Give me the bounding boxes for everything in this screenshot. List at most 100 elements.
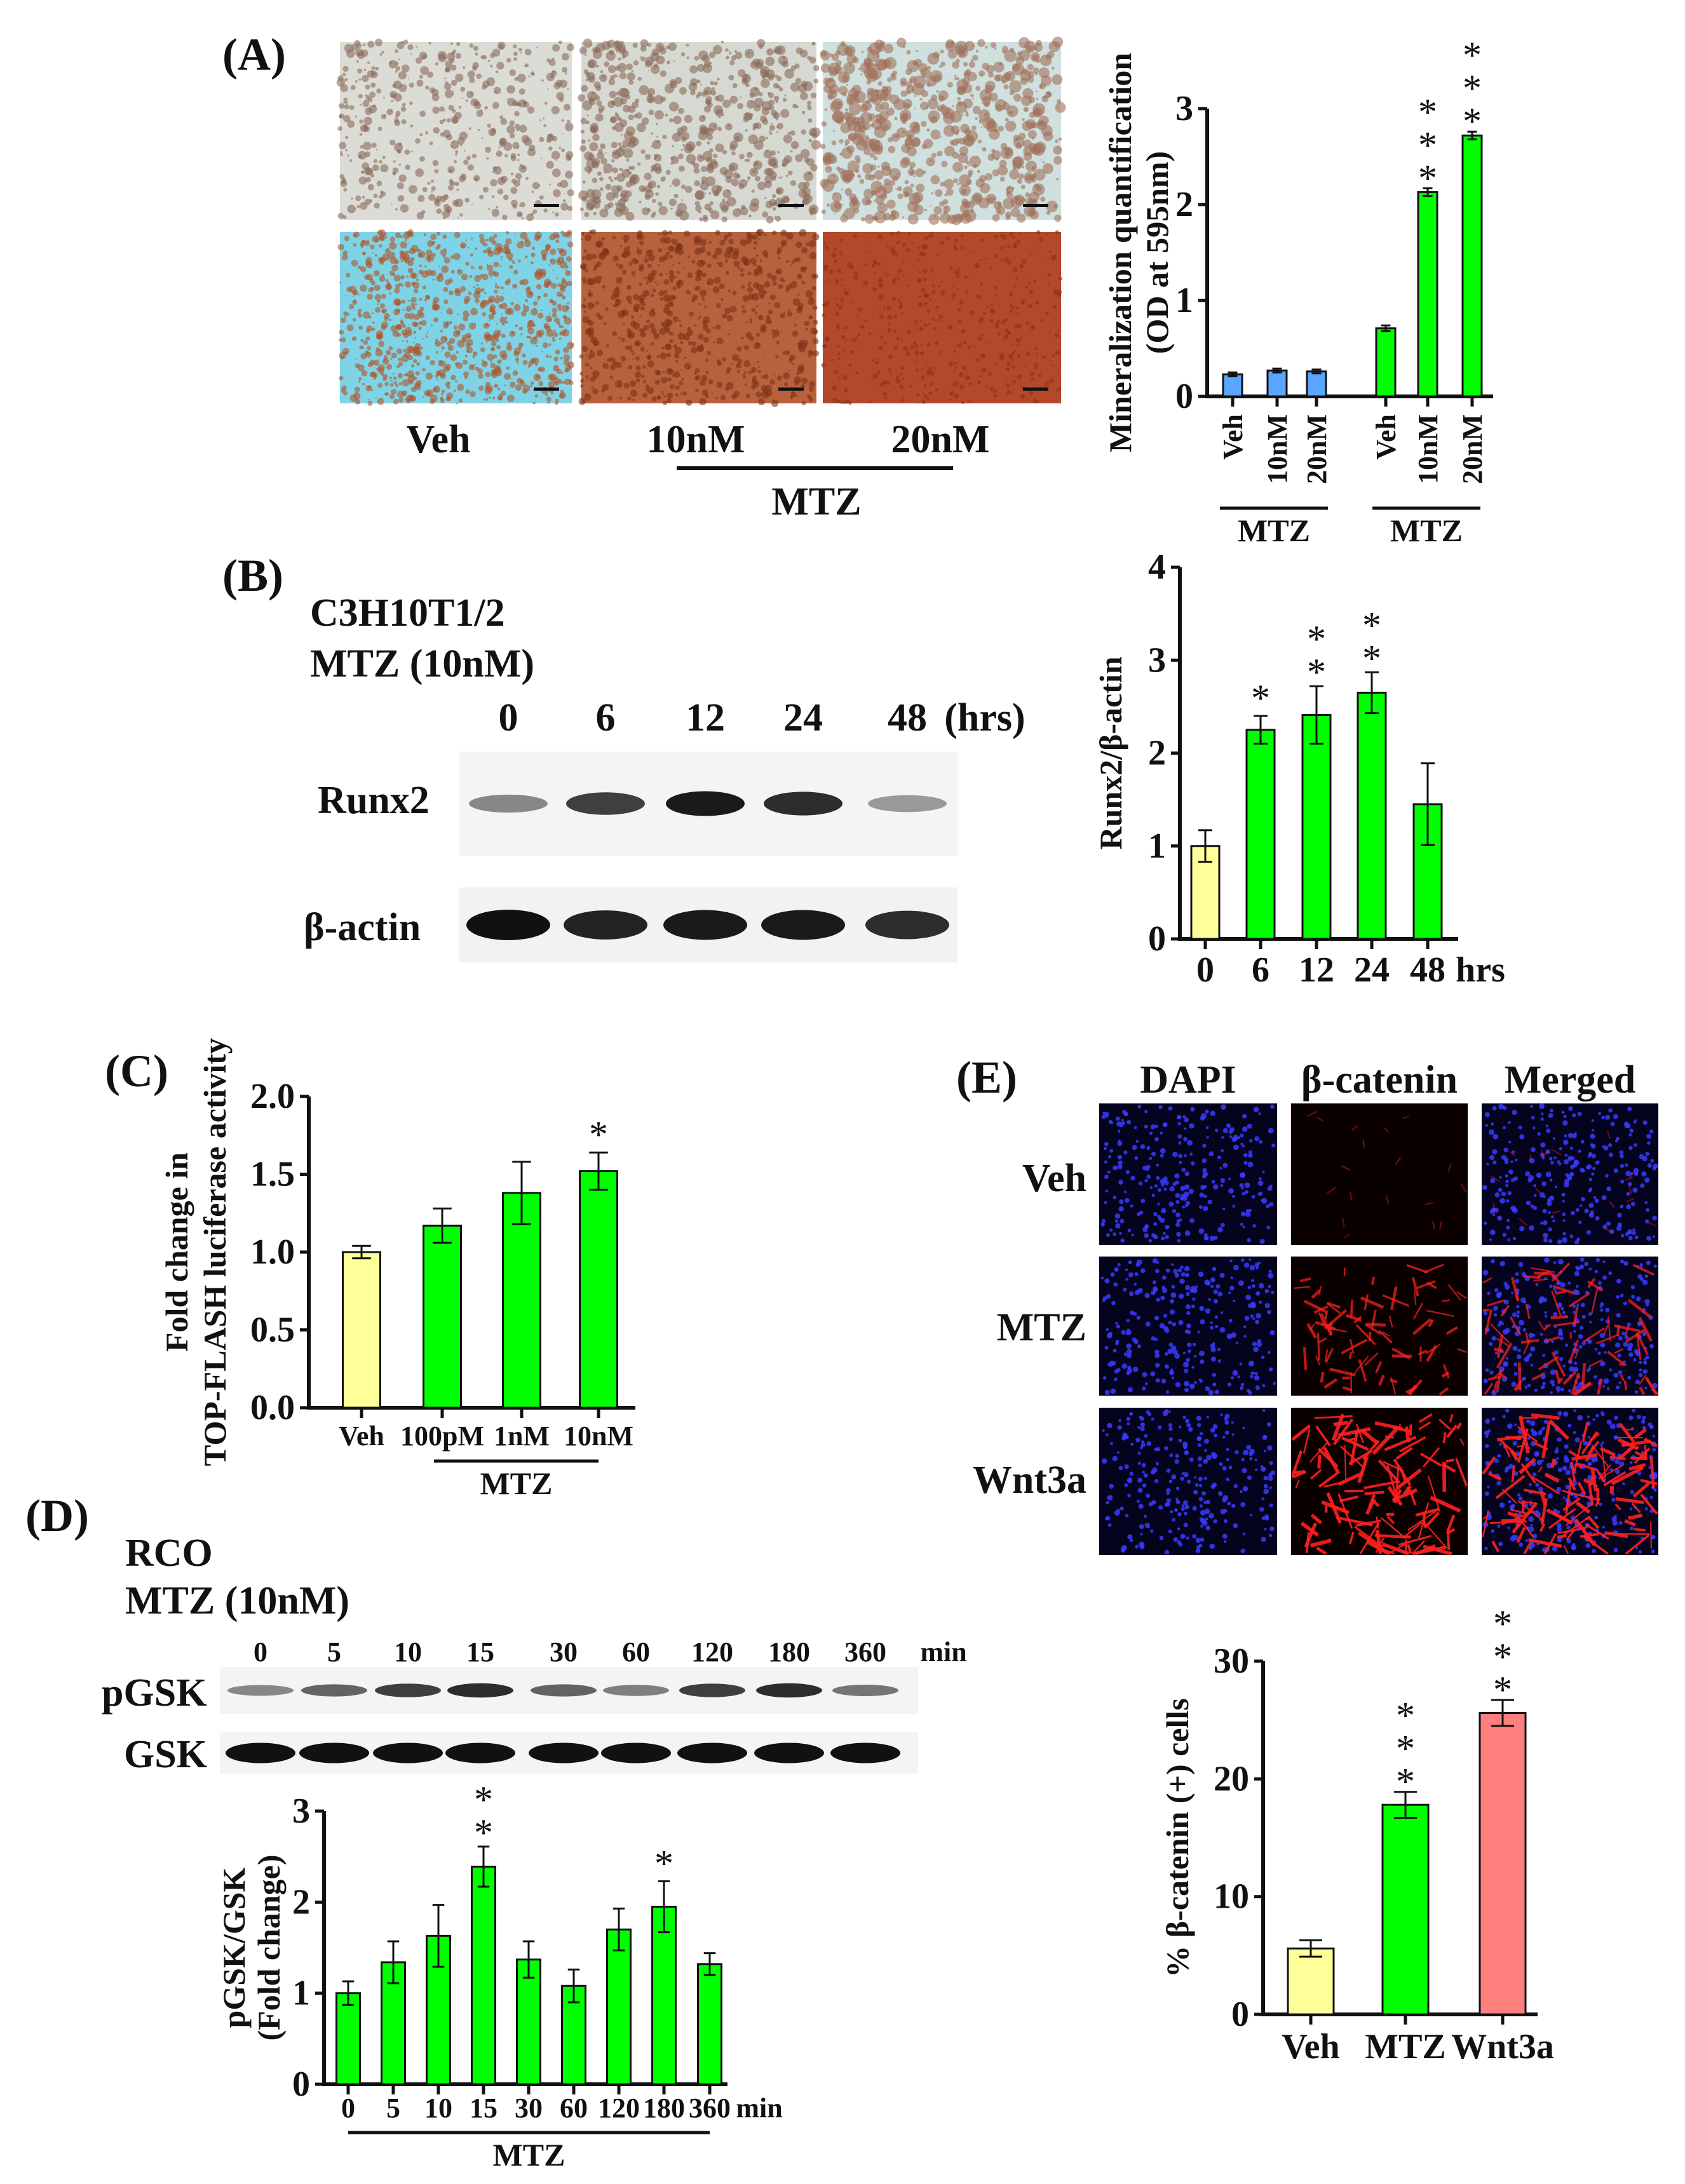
significance-marker: * [643, 1842, 685, 1875]
error-bar [1491, 1699, 1514, 1727]
bar-120 [606, 1928, 632, 2086]
y-tick-label: 10 [1214, 1877, 1249, 1917]
pgsk-band [603, 1685, 669, 1696]
row-label-veh: Veh [1022, 1157, 1086, 1200]
treatment-label-b: MTZ (10nM) [310, 642, 534, 685]
pgsk-band [375, 1683, 441, 1697]
y-tick-label: 1 [1148, 826, 1166, 866]
bar-veh [342, 1251, 381, 1409]
significance-marker: *** [1384, 1695, 1426, 1794]
significance-marker: ** [1351, 604, 1393, 670]
gsk-band [373, 1742, 443, 1763]
y-tick-label: 2.0 [250, 1077, 295, 1116]
significance-marker: *** [1407, 91, 1449, 190]
bar-veh [1287, 1947, 1335, 2016]
y-tick-label: 0 [1175, 377, 1193, 416]
lane-label: 360 [844, 1636, 886, 1668]
y-axis-label: Runx2/β-actin [1093, 656, 1128, 849]
x-tick-label: 10nM [1262, 414, 1293, 484]
error-bar [1309, 685, 1323, 745]
y-tick-label: 0.0 [250, 1388, 295, 1427]
error-bar [1198, 829, 1212, 863]
error-bar [522, 1940, 535, 1979]
y-tick-label: 3 [1175, 89, 1193, 128]
y-tick-label: 2 [292, 1882, 310, 1922]
bar-10nm [1266, 369, 1288, 398]
error-bar [567, 1968, 580, 2004]
y-tick-label: 2 [1175, 185, 1193, 224]
error-bar [1421, 762, 1435, 846]
group-label: MTZ [493, 2137, 565, 2173]
bar-12 [1301, 714, 1332, 940]
x-tick-label: 6 [1252, 950, 1269, 990]
y-axis-label: Mineralization quantification [1102, 53, 1138, 452]
bar-10nm [579, 1170, 618, 1409]
x-tick-label: Veh [1282, 2027, 1339, 2066]
y-tick-label: 3 [292, 1791, 310, 1831]
y-tick-label: 30 [1214, 1641, 1249, 1681]
bar-1nm [502, 1192, 541, 1409]
blot-row-runx2: Runx2 [318, 779, 430, 822]
lane-label: 48 [888, 696, 927, 739]
western-blot-b: 0 6 12 24 48 [459, 696, 958, 962]
alp-stain-image-10nm [578, 38, 821, 224]
runx2-band [566, 792, 645, 815]
fluorescence-image-veh-dapi [1099, 1103, 1277, 1245]
row-label-wnt3a: Wnt3a [973, 1459, 1086, 1502]
error-bar [432, 1904, 445, 1968]
gsk-band [299, 1742, 369, 1763]
column-label-beta-catenin: β-catenin [1301, 1058, 1458, 1102]
y-tick-label: 2 [1148, 734, 1166, 773]
x-tick-label: Wnt3a [1451, 2027, 1554, 2066]
error-bar [433, 1207, 452, 1244]
bar-chart-e: 0 10 20 30 % β-catenin (+) cells Veh *** MTZ ***… [1160, 1603, 1554, 2066]
fluorescence-image-wnt3a-dapi [1099, 1408, 1277, 1555]
pgsk-band [531, 1684, 597, 1697]
lane-unit-b: (hrs) [944, 696, 1025, 739]
significance-marker: ** [463, 1779, 504, 1845]
significance-marker: ** [1296, 618, 1337, 684]
y-axis-label: TOP-FLASH luciferase activity [197, 1038, 233, 1466]
group-label: MTZ [1390, 513, 1463, 548]
alizarin-red-image-10nm [578, 228, 820, 407]
beta-actin-band [663, 910, 747, 940]
lane-label: 24 [783, 696, 823, 739]
error-bar [1299, 1939, 1322, 1958]
lane-label: 15 [466, 1636, 494, 1668]
alizarin-red-image-20nm [821, 230, 1063, 405]
alp-stain-image-20nm [820, 36, 1066, 226]
column-label-dapi: DAPI [1140, 1058, 1236, 1102]
error-bar [387, 1940, 400, 1985]
error-bar [352, 1244, 371, 1260]
y-tick-label: 0 [292, 2065, 310, 2104]
beta-actin-band [865, 910, 949, 940]
y-axis-label: pGSK/GSK [216, 1867, 252, 2028]
row-label-mtz: MTZ [997, 1306, 1086, 1349]
y-tick-label: 1.5 [250, 1155, 295, 1194]
runx2-band [868, 795, 947, 812]
immunofluorescence-grid [1099, 1103, 1658, 1556]
panel-label-e: (E) [956, 1052, 1017, 1103]
lane-unit-d: min [920, 1636, 966, 1668]
alizarin-red-image-veh [337, 229, 574, 407]
error-bar [1394, 1791, 1417, 1819]
error-bar [1228, 371, 1238, 377]
bar-10nm [1417, 191, 1438, 398]
fluorescence-image-mtz-merged [1482, 1257, 1658, 1396]
x-tick-label: 360 [689, 2093, 731, 2124]
fluorescence-image-mtz-dapi [1099, 1257, 1277, 1396]
fluorescence-image-veh-beta-catenin [1291, 1103, 1468, 1245]
lane-label: 10 [394, 1636, 422, 1668]
y-axis-label: (Fold change) [251, 1854, 287, 2040]
bar-100pm [423, 1224, 462, 1409]
x-tick-label: 24 [1354, 950, 1390, 990]
treatment-label-d: MTZ (10nM) [125, 1579, 349, 1622]
error-bar [1254, 715, 1268, 745]
x-tick-label: 0 [341, 2093, 355, 2124]
runx2-band [764, 792, 842, 816]
beta-actin-band [466, 910, 550, 940]
scale-bar [1023, 388, 1048, 391]
runx2-band [666, 791, 745, 816]
y-tick-label: 0 [1148, 919, 1166, 959]
fluorescence-image-mtz-beta-catenin [1291, 1257, 1468, 1396]
